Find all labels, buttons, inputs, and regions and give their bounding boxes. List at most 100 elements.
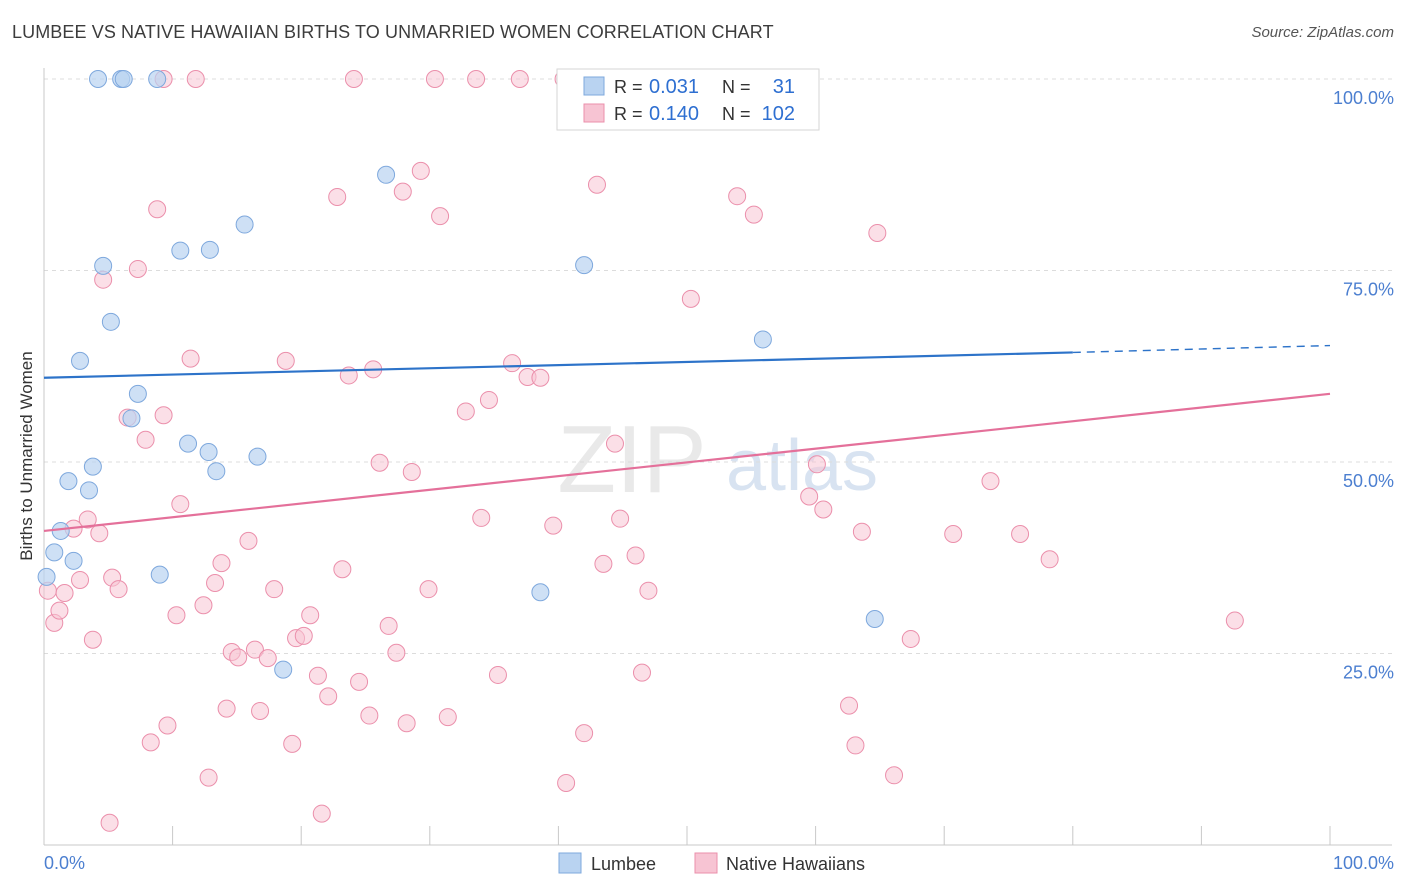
native-hawaiian-point bbox=[626, 546, 645, 565]
x-tick-label: 0.0% bbox=[44, 853, 85, 873]
native-hawaiian-point bbox=[379, 616, 398, 635]
chart-title: LUMBEE VS NATIVE HAWAIIAN BIRTHS TO UNMA… bbox=[12, 22, 774, 42]
native-hawaiian-point bbox=[301, 606, 320, 625]
native-hawaiian-point bbox=[186, 70, 205, 88]
lumbee-point bbox=[59, 472, 78, 491]
native-hawaiian-point bbox=[438, 708, 457, 727]
lumbee-point bbox=[200, 240, 219, 259]
lumbee-point bbox=[80, 481, 99, 500]
lumbee-r-label: R = bbox=[614, 77, 643, 97]
native-hawaiian-point bbox=[411, 161, 430, 180]
native-hawaiian-point bbox=[350, 672, 369, 691]
y-tick-label: 50.0% bbox=[1343, 471, 1394, 491]
native-hawaiian-point bbox=[83, 630, 102, 649]
grid-lines bbox=[44, 78, 1392, 654]
native-hawaiian-point bbox=[328, 187, 347, 206]
native-hawaiian-point bbox=[251, 701, 270, 720]
native-hawaiian-point bbox=[393, 182, 412, 201]
native-hawaiian-point bbox=[510, 70, 529, 88]
native-hawaiian-point bbox=[840, 696, 859, 715]
y-tick-label: 75.0% bbox=[1343, 280, 1394, 300]
native-hawaiian-point bbox=[344, 70, 363, 88]
lumbee-point bbox=[199, 443, 218, 462]
native-hawaiian-point bbox=[158, 716, 177, 735]
lumbee-point bbox=[235, 215, 254, 234]
lumbee-stats-swatch bbox=[583, 76, 605, 96]
lumbee-point bbox=[71, 351, 90, 370]
native-hawaiian-point bbox=[425, 70, 444, 88]
lumbee-point bbox=[94, 256, 113, 275]
native-hawaiian-point bbox=[431, 207, 450, 226]
native-hawaiian-point bbox=[807, 455, 826, 474]
lumbee-point bbox=[753, 330, 772, 349]
native-hawaiian-point bbox=[456, 402, 475, 421]
native-hawaiian-point bbox=[217, 699, 236, 718]
native-hawaiian-point bbox=[181, 349, 200, 368]
native-hawaiian-point bbox=[544, 516, 563, 535]
native-hawaiian-point bbox=[594, 554, 613, 573]
native-hawaiian-point bbox=[136, 430, 155, 449]
native-hawaiian-point bbox=[283, 734, 302, 753]
native-hawaiian-point bbox=[71, 570, 90, 589]
native-hawaiian-point bbox=[154, 406, 173, 425]
native-hawaiian-point bbox=[531, 368, 550, 387]
y-tick-label: 25.0% bbox=[1343, 663, 1394, 683]
native-hawaiian-point bbox=[587, 175, 606, 194]
source-label: Source: ZipAtlas.com bbox=[1251, 24, 1394, 41]
native-hawaiian-point bbox=[800, 487, 819, 506]
lumbee-point bbox=[171, 241, 190, 260]
lumbee-point bbox=[64, 551, 83, 570]
legend-hawaiian-label: Native Hawaiians bbox=[726, 854, 865, 874]
x-tick-labels: 0.0% 100.0% bbox=[44, 853, 1394, 873]
lumbee-point bbox=[274, 660, 293, 679]
lumbee-point bbox=[150, 565, 169, 584]
trend-lines bbox=[43, 344, 1331, 533]
native-hawaiian-point bbox=[557, 773, 576, 792]
lumbee-r-value: 0.031 bbox=[649, 76, 699, 98]
lumbee-point bbox=[128, 384, 147, 403]
native-hawaiian-point bbox=[265, 580, 284, 599]
native-hawaiian-point bbox=[1225, 611, 1244, 630]
native-hawaiian-point bbox=[319, 687, 338, 706]
native-hawaiian-point bbox=[419, 580, 438, 599]
native-hawaiian-point bbox=[681, 289, 700, 308]
lumbee-point bbox=[207, 462, 226, 481]
native-hawaiian-point bbox=[100, 813, 119, 832]
lumbee-point bbox=[45, 543, 64, 562]
native-hawaiians-points bbox=[38, 70, 1244, 832]
hawaiian-n-value: 102 bbox=[762, 103, 795, 125]
native-hawaiian-point bbox=[148, 200, 167, 219]
native-hawaiian-point bbox=[814, 500, 833, 519]
native-hawaiian-point bbox=[1011, 525, 1030, 544]
y-tick-label: 100.0% bbox=[1333, 88, 1394, 108]
axes bbox=[43, 68, 1392, 846]
lumbee-n-value: 31 bbox=[773, 76, 795, 98]
hawaiian-r-value: 0.140 bbox=[649, 103, 699, 125]
native-hawaiian-point bbox=[472, 508, 491, 527]
native-hawaiian-point bbox=[128, 259, 147, 278]
native-hawaiian-point bbox=[885, 766, 904, 785]
native-hawaiian-point bbox=[312, 804, 331, 823]
lumbee-point bbox=[248, 447, 267, 466]
y-tick-labels: 25.0% 50.0% 75.0% 100.0% bbox=[1333, 88, 1394, 683]
native-hawaiian-point bbox=[868, 223, 887, 242]
legend-lumbee-label: Lumbee bbox=[591, 854, 656, 874]
native-hawaiian-point bbox=[639, 581, 658, 600]
native-hawaiians-trend-line bbox=[43, 392, 1331, 533]
native-hawaiian-point bbox=[276, 351, 295, 370]
bottom-legend: Lumbee Native Hawaiians bbox=[558, 852, 865, 874]
native-hawaiian-point bbox=[728, 187, 747, 206]
native-hawaiian-point bbox=[370, 453, 389, 472]
native-hawaiian-point bbox=[901, 629, 920, 648]
native-hawaiian-point bbox=[245, 640, 264, 659]
lumbee-point bbox=[51, 521, 70, 540]
native-hawaiian-point bbox=[944, 525, 963, 544]
native-hawaiian-point bbox=[229, 648, 248, 667]
native-hawaiian-point bbox=[503, 354, 522, 373]
y-axis-label: Births to Unmarried Women bbox=[17, 351, 36, 560]
native-hawaiian-point bbox=[239, 531, 258, 550]
hawaiian-n-label: N = bbox=[722, 104, 751, 124]
native-hawaiian-point bbox=[852, 522, 871, 541]
legend-lumbee-swatch bbox=[558, 852, 582, 874]
native-hawaiian-point bbox=[55, 583, 74, 602]
